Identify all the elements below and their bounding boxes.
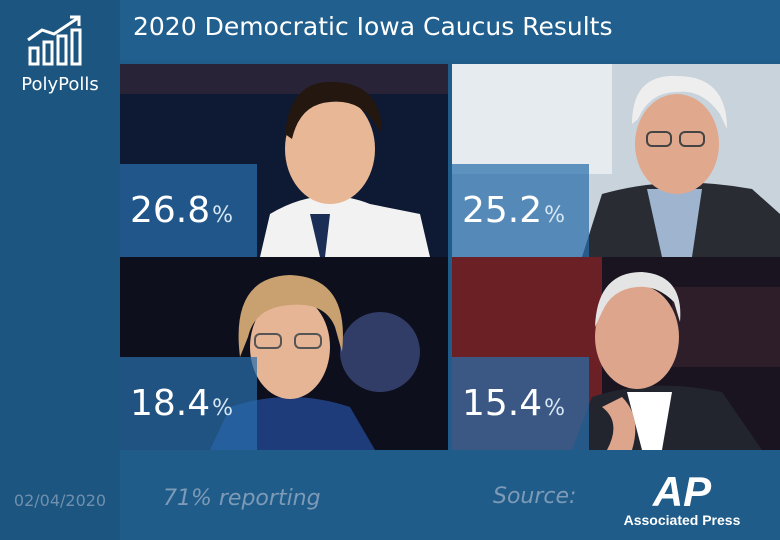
vote-share-number: 25.2: [462, 190, 543, 231]
ap-letters-icon: AP: [652, 468, 712, 515]
candidate-tile: 26.8%: [120, 64, 448, 257]
footer: 71% reporting Source: AP Associated Pres…: [120, 456, 780, 540]
candidate-tile: 25.2%: [452, 64, 780, 257]
vote-share-value: 15.4%: [462, 383, 565, 424]
candidate-photo: [452, 64, 780, 257]
percent-sign: %: [212, 396, 234, 421]
chart-title: 2020 Democratic Iowa Caucus Results: [133, 12, 613, 41]
candidate-tile: 15.4%: [452, 257, 780, 450]
date-label: 02/04/2020: [13, 491, 107, 510]
reporting-note: 71% reporting: [163, 486, 321, 511]
vote-share-badge: 18.4%: [120, 357, 257, 450]
source-label: Source:: [493, 484, 577, 509]
brand-name: PolyPolls: [21, 74, 99, 95]
percent-sign: %: [212, 203, 234, 228]
ap-logo: AP Associated Press: [617, 468, 747, 532]
vote-share-number: 26.8: [130, 190, 211, 231]
ap-letters: AP: [652, 468, 712, 512]
title-bar: 2020 Democratic Iowa Caucus Results: [120, 0, 780, 60]
rising-bar-chart-icon: [27, 15, 82, 66]
vote-share-badge: 15.4%: [452, 357, 589, 450]
vote-share-value: 26.8%: [130, 190, 233, 231]
source-name: Associated Press: [623, 512, 741, 528]
vote-share-value: 25.2%: [462, 190, 565, 231]
vote-share-number: 18.4: [130, 383, 211, 424]
candidate-tile: 18.4%: [120, 257, 448, 450]
vote-share-number: 15.4: [462, 383, 543, 424]
vote-share-badge: 25.2%: [452, 164, 589, 257]
percent-sign: %: [544, 203, 566, 228]
percent-sign: %: [544, 396, 566, 421]
vote-share-value: 18.4%: [130, 383, 233, 424]
sidebar: PolyPolls 02/04/2020: [0, 0, 120, 540]
vote-share-badge: 26.8%: [120, 164, 257, 257]
